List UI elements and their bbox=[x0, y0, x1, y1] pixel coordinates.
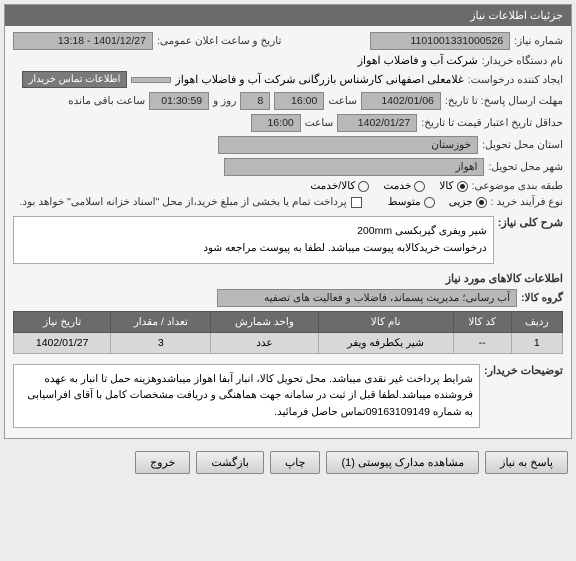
label-need-no: شماره نیاز: bbox=[514, 35, 563, 47]
label-buyer-notes: توضیحات خریدار: bbox=[484, 364, 563, 377]
row-buyer-notes: توضیحات خریدار: شرایط پرداخت غیر نقدی می… bbox=[13, 360, 563, 428]
label-category: طبقه بندی موضوعی: bbox=[472, 180, 563, 192]
row-response-deadline: مهلت ارسال پاسخ: تا تاریخ: 1402/01/06 سا… bbox=[13, 92, 563, 110]
items-info-heading: اطلاعات کالاهای مورد نیاز bbox=[13, 272, 563, 285]
respond-button[interactable]: پاسخ به نیاز bbox=[485, 451, 568, 474]
desc-line2: درخواست خریدکالابه پیوست میباشد. لطفا به… bbox=[20, 240, 487, 257]
desc-line1: شیر ویفری گیربکسی 200mm bbox=[20, 223, 487, 240]
label-day-and: روز و bbox=[213, 95, 236, 107]
buyer-notes-box: شرایط پرداخت غیر نقدی میباشد. محل تحویل … bbox=[13, 364, 480, 428]
th-name: نام کالا bbox=[318, 311, 453, 332]
label-response-deadline: مهلت ارسال پاسخ: تا تاریخ: bbox=[445, 95, 563, 107]
back-button[interactable]: بازگشت bbox=[196, 451, 264, 474]
label-time-remaining: ساعت باقی مانده bbox=[68, 95, 145, 107]
row-category: طبقه بندی موضوعی: کالا خدمت کالا/خدمت bbox=[13, 180, 563, 192]
label-public-datetime: تاریخ و ساعت اعلان عمومی: bbox=[157, 35, 281, 47]
row-process: نوع فرآیند خرید : جزیی متوسط پرداخت تمام… bbox=[13, 196, 563, 208]
td-code: -- bbox=[453, 332, 511, 353]
radio-goods-service-dot bbox=[358, 181, 369, 192]
radio-small-dot bbox=[476, 197, 487, 208]
td-qty: 3 bbox=[111, 332, 211, 353]
radio-goods[interactable]: کالا bbox=[439, 180, 467, 192]
attachments-button[interactable]: مشاهده مدارک پیوستی (1) bbox=[326, 451, 479, 474]
row-goods-group: گروه کالا: آب رسانی؛ مدیریت پسماند، فاضل… bbox=[13, 289, 563, 307]
label-goods-group: گروه کالا: bbox=[521, 292, 563, 304]
label-validity: حداقل تاریخ اعتبار قیمت تا تاریخ: bbox=[421, 117, 563, 129]
td-row: 1 bbox=[511, 332, 562, 353]
radio-medium[interactable]: متوسط bbox=[388, 196, 435, 208]
panel-title: جزئیات اطلاعات نیاز bbox=[5, 5, 571, 26]
panel-body: شماره نیاز: 1101001331000526 تاریخ و ساع… bbox=[5, 26, 571, 438]
th-date: تاریخ نیاز bbox=[14, 311, 111, 332]
row-buyer-org: نام دستگاه خریدار: شرکت آب و فاضلاب اهوا… bbox=[13, 54, 563, 67]
td-date: 1402/01/27 bbox=[14, 332, 111, 353]
category-radio-group: کالا خدمت کالا/خدمت bbox=[310, 180, 467, 192]
field-resp-time: 16:00 bbox=[274, 92, 324, 110]
buyer-contact-button[interactable]: اطلاعات تماس خریدار bbox=[22, 71, 128, 88]
field-city: اهواز bbox=[224, 158, 484, 176]
th-unit: واحد شمارش bbox=[211, 311, 318, 332]
td-name: شیر یکطرفه ویفر bbox=[318, 332, 453, 353]
details-panel: جزئیات اطلاعات نیاز شماره نیاز: 11010013… bbox=[4, 4, 572, 439]
label-city: شهر محل تحویل: bbox=[488, 161, 563, 173]
label-payment-note: پرداخت تمام یا بخشی از مبلغ خرید،از محل … bbox=[20, 196, 347, 208]
need-desc-box: شیر ویفری گیربکسی 200mm درخواست خریدکالا… bbox=[13, 216, 494, 264]
items-header-row: ردیف کد کالا نام کالا واحد شمارش تعداد /… bbox=[14, 311, 563, 332]
radio-medium-dot bbox=[424, 197, 435, 208]
row-need-no: شماره نیاز: 1101001331000526 تاریخ و ساع… bbox=[13, 32, 563, 50]
field-resp-date: 1402/01/06 bbox=[361, 92, 441, 110]
row-requester: ایجاد کننده درخواست: غلامعلی اصفهانی کار… bbox=[13, 71, 563, 88]
th-row: ردیف bbox=[511, 311, 562, 332]
radio-small[interactable]: جزیی bbox=[449, 196, 487, 208]
payment-checkbox[interactable] bbox=[351, 197, 362, 208]
table-row[interactable]: 1 -- شیر یکطرفه ویفر عدد 3 1402/01/27 bbox=[14, 332, 563, 353]
field-province: خوزستان bbox=[218, 136, 478, 154]
label-requester: ایجاد کننده درخواست: bbox=[468, 74, 563, 86]
row-desc: شرح کلی نیاز: شیر ویفری گیربکسی 200mm در… bbox=[13, 212, 563, 268]
td-unit: عدد bbox=[211, 332, 318, 353]
print-button[interactable]: چاپ bbox=[270, 451, 321, 474]
field-need-no: 1101001331000526 bbox=[370, 32, 510, 50]
label-need-desc: شرح کلی نیاز: bbox=[498, 216, 563, 229]
label-process: نوع فرآیند خرید : bbox=[491, 196, 563, 208]
field-valid-date: 1402/01/27 bbox=[337, 114, 417, 132]
row-province: استان محل تحویل: خوزستان bbox=[13, 136, 563, 154]
exit-button[interactable]: خروج bbox=[135, 451, 190, 474]
radio-goods-service[interactable]: کالا/خدمت bbox=[310, 180, 369, 192]
label-hour-2: ساعت bbox=[305, 117, 334, 129]
button-bar: پاسخ به نیاز مشاهده مدارک پیوستی (1) چاپ… bbox=[0, 443, 576, 482]
field-days-left: 8 bbox=[240, 92, 270, 110]
th-qty: تعداد / مقدار bbox=[111, 311, 211, 332]
row-city: شهر محل تحویل: اهواز bbox=[13, 158, 563, 176]
field-goods-group: آب رسانی؛ مدیریت پسماند، فاضلاب و فعالیت… bbox=[217, 289, 517, 307]
value-buyer-org: شرکت آب و فاضلاب اهواز bbox=[358, 54, 478, 67]
radio-service-dot bbox=[414, 181, 425, 192]
process-radio-group: جزیی متوسط bbox=[388, 196, 487, 208]
label-buyer-org: نام دستگاه خریدار: bbox=[482, 55, 563, 67]
field-valid-time: 16:00 bbox=[251, 114, 301, 132]
label-hour-1: ساعت bbox=[328, 95, 357, 107]
value-requester: غلامعلی اصفهانی کارشناس بازرگانی شرکت آب… bbox=[175, 73, 463, 86]
items-table: ردیف کد کالا نام کالا واحد شمارش تعداد /… bbox=[13, 311, 563, 354]
field-public-datetime: 1401/12/27 - 13:18 bbox=[13, 32, 153, 50]
row-validity: حداقل تاریخ اعتبار قیمت تا تاریخ: 1402/0… bbox=[13, 114, 563, 132]
radio-goods-dot bbox=[457, 181, 468, 192]
th-code: کد کالا bbox=[453, 311, 511, 332]
label-province: استان محل تحویل: bbox=[482, 139, 563, 151]
radio-service[interactable]: خدمت bbox=[383, 180, 425, 192]
field-time-left: 01:30:59 bbox=[149, 92, 209, 110]
